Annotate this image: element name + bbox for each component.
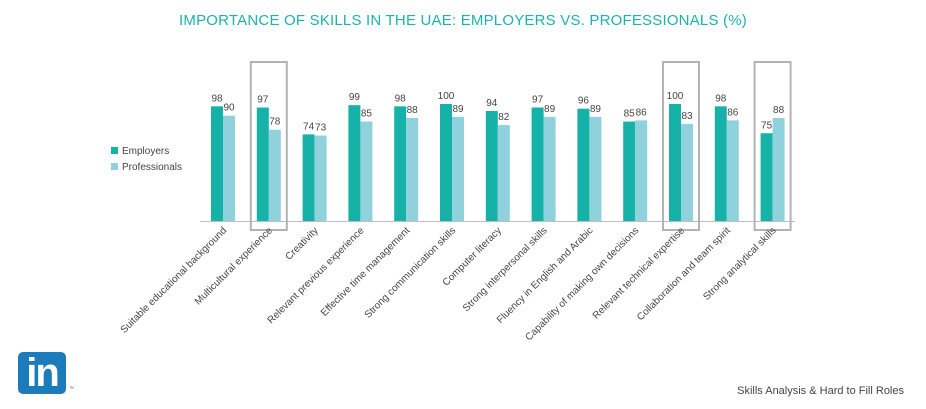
bar-professionals [497, 125, 510, 221]
bar-professionals [360, 121, 373, 221]
bar-employers [714, 106, 727, 221]
data-label: 98 [715, 93, 727, 104]
data-label: 89 [590, 104, 602, 115]
bar-professionals [268, 129, 281, 221]
data-label: 100 [667, 91, 684, 102]
bar-employers [440, 104, 452, 221]
bar-professionals [452, 116, 464, 221]
bar-employers [760, 133, 773, 221]
tick-label: Effective time management [319, 225, 412, 318]
tick-label: Multicultural experience [193, 225, 275, 307]
bar-employers [302, 134, 315, 221]
bar-employers [577, 108, 590, 221]
data-label: 82 [498, 112, 510, 123]
tick-label: Collaboration and team spirit [635, 225, 733, 323]
tick-label: Relevant technical expertise [591, 225, 688, 322]
data-label: 85 [624, 109, 636, 120]
tick-label: Creativity [283, 225, 320, 262]
legend-swatch [111, 147, 118, 154]
data-label: 88 [407, 105, 419, 116]
data-label: 100 [438, 91, 455, 102]
tick-label: Fluency in English and Arabic [495, 225, 596, 326]
footer-text: Skills Analysis & Hard to Fill Roles [737, 385, 904, 397]
bar-employers [485, 111, 498, 221]
data-label: 98 [211, 93, 223, 104]
tick-label: Strong communication skills [363, 225, 458, 320]
bar-professionals [406, 118, 419, 221]
bar-professionals [635, 120, 648, 221]
logo-text: in [26, 351, 60, 395]
bar-employers [348, 105, 361, 221]
data-label: 74 [303, 121, 315, 132]
data-label: 85 [361, 109, 373, 120]
data-label: 97 [257, 95, 269, 106]
bar-employers [394, 106, 407, 221]
bar-professionals [314, 135, 327, 221]
legend-swatch [111, 163, 118, 170]
data-label: 78 [269, 117, 281, 128]
bar-employers [669, 104, 681, 221]
bar-employers [211, 106, 223, 221]
data-label: 86 [636, 107, 648, 118]
legend-label: Professionals [122, 162, 182, 173]
data-label: 94 [486, 98, 498, 109]
chart-title: IMPORTANCE OF SKILLS IN THE UAE: EMPLOYE… [179, 12, 747, 29]
bar-employers [531, 107, 544, 221]
bar-professionals [772, 118, 785, 221]
tick-label: Relevant previous experience [266, 225, 367, 326]
bar-professionals [681, 123, 693, 221]
data-label: 73 [315, 123, 327, 134]
data-label: 89 [452, 104, 464, 115]
data-label: 86 [727, 107, 739, 118]
bar-employers [256, 107, 269, 221]
bar-employers [623, 121, 636, 221]
highlight-frame [249, 61, 288, 231]
tick-label: Strong interpersonal skills [461, 225, 550, 314]
data-label: 83 [681, 111, 693, 122]
linkedin-logo-icon: in [18, 352, 66, 394]
data-label: 89 [544, 104, 556, 115]
bar-professionals [543, 116, 556, 221]
legend-label: Employers [122, 146, 169, 157]
bar-professionals [589, 116, 602, 221]
highlight-frame [753, 61, 792, 231]
data-label: 90 [223, 103, 235, 114]
data-label: 97 [532, 95, 544, 106]
bar-professionals [223, 115, 235, 221]
bar-professionals [726, 120, 739, 221]
data-label: 99 [349, 92, 361, 103]
highlight-frame [662, 61, 700, 231]
data-label: 96 [578, 96, 590, 107]
data-label: 75 [761, 120, 773, 131]
data-label: 88 [773, 105, 785, 116]
data-label: 98 [395, 93, 407, 104]
trademark-mark: ™ [69, 386, 74, 392]
